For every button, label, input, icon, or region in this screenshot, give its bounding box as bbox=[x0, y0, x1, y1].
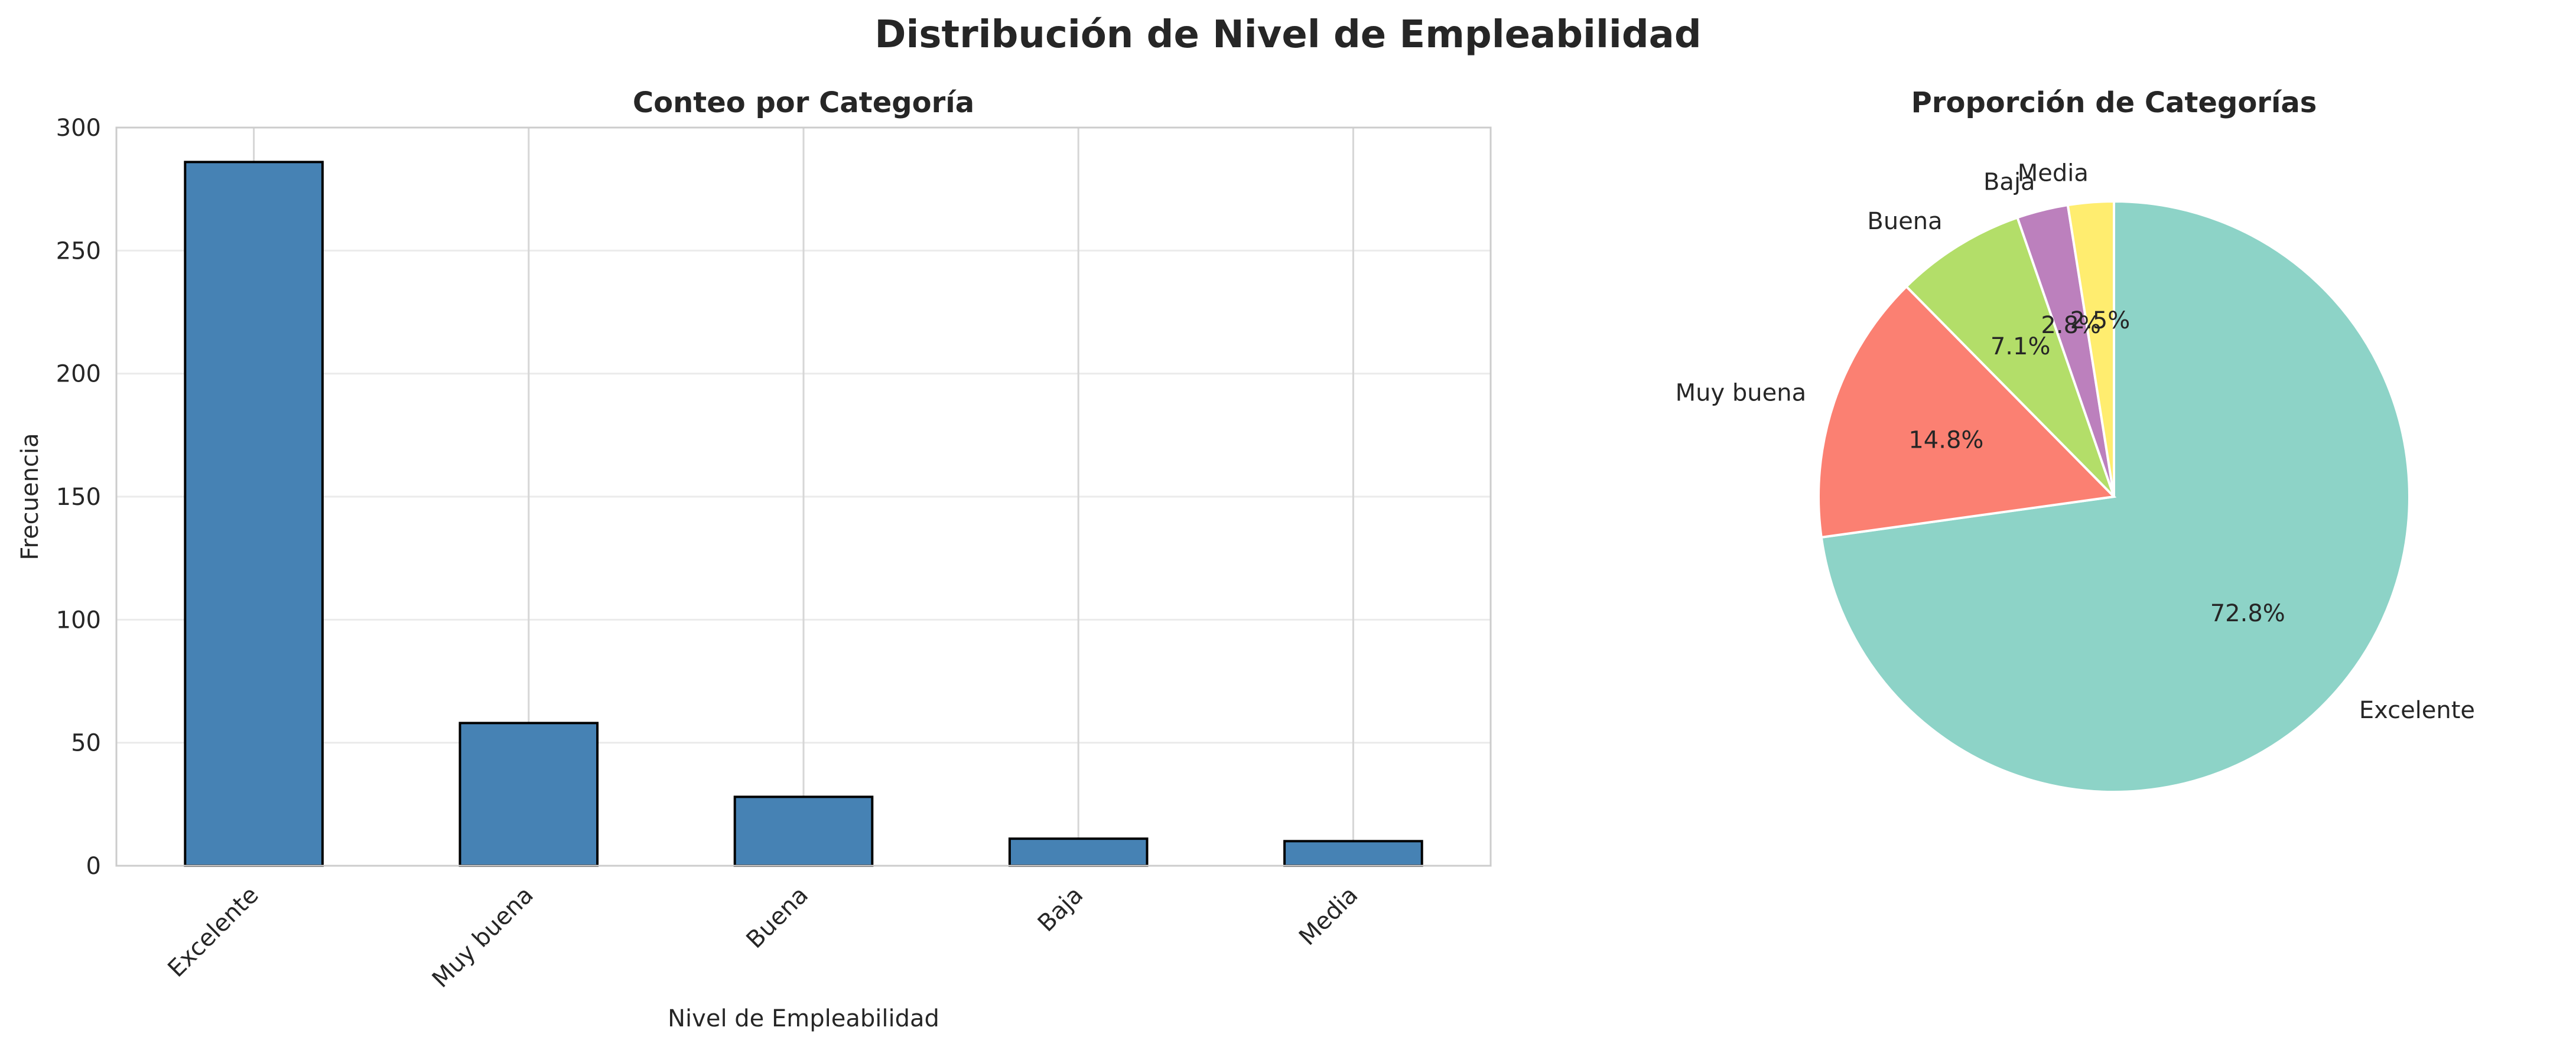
pie-label-buena: Buena bbox=[1867, 208, 1942, 235]
pie-slice-buena bbox=[1904, 216, 2115, 498]
pie-slice-muy-buena bbox=[1817, 285, 2117, 539]
pie-label-media: Media bbox=[2018, 160, 2089, 187]
bar-chart-x-tick-label: Media bbox=[1294, 882, 1363, 951]
bar-excelente bbox=[184, 161, 324, 867]
bar-chart: 0 50 100 150 200 250 300 Excelente Muy buena Bue… bbox=[17, 86, 1492, 1032]
bar-muy-buena bbox=[458, 722, 599, 868]
bar-chart-y-tick-label: 250 bbox=[56, 237, 101, 265]
bar-chart-x-tick-label: Buena bbox=[741, 882, 814, 954]
bar-chart-y-tick-label: 100 bbox=[56, 606, 101, 634]
pie-label-excelente: Excelente bbox=[2359, 697, 2475, 724]
pie-pct-media: 2.5% bbox=[2070, 307, 2131, 334]
pie-chart-labels: Excelente 72.8% Muy buena 14.8% Buena 7.1% Baj… bbox=[1676, 160, 2475, 724]
bar-chart-y-tick-label: 150 bbox=[56, 484, 101, 511]
bar-chart-x-ticks: Excelente Muy buena Buena Baja Media bbox=[162, 882, 1363, 993]
pie-chart-title: Proporción de Categorías bbox=[1911, 86, 2317, 119]
pie-chart-wedges bbox=[1817, 200, 2411, 793]
bar-chart-ylabel: Frecuencia bbox=[17, 433, 44, 560]
pie-label-muy-buena: Muy buena bbox=[1676, 379, 1806, 406]
bar-chart-title: Conteo por Categoría bbox=[633, 86, 974, 119]
pie-label-baja: Baja bbox=[1983, 168, 2035, 195]
bar-baja bbox=[1008, 837, 1149, 867]
bar-chart-x-tick-label: Baja bbox=[1033, 882, 1088, 937]
bar-chart-x-tick-label: Excelente bbox=[162, 882, 264, 983]
bar-chart-y-tick-label: 0 bbox=[86, 853, 101, 880]
bar-chart-xlabel: Nivel de Empleabilidad bbox=[668, 1005, 939, 1032]
bar-media bbox=[1283, 840, 1423, 868]
pie-pct-muy-buena: 14.8% bbox=[1908, 427, 1983, 454]
bar-chart-y-tick-label: 300 bbox=[56, 115, 101, 142]
pie-slice-media bbox=[2066, 200, 2115, 497]
bar-chart-y-tick-label: 50 bbox=[71, 730, 101, 757]
pie-chart: Proporción de Categorías Excelente 72.8% M… bbox=[1676, 86, 2475, 793]
figure-title: Distribución de Nivel de Empleabilidad bbox=[874, 13, 1701, 57]
bar-chart-x-tick-label: Muy buena bbox=[427, 882, 539, 993]
pie-pct-excelente: 72.8% bbox=[2210, 600, 2285, 627]
bar-chart-bars bbox=[184, 161, 1423, 868]
bar-chart-frame bbox=[115, 126, 1492, 867]
pie-pct-baja: 2.8% bbox=[2041, 312, 2101, 339]
bar-buena bbox=[733, 795, 874, 868]
bar-chart-y-ticks: 0 50 100 150 200 250 300 bbox=[56, 115, 101, 880]
pie-pct-buena: 7.1% bbox=[1990, 333, 2051, 360]
bar-chart-y-tick-label: 200 bbox=[56, 361, 101, 388]
